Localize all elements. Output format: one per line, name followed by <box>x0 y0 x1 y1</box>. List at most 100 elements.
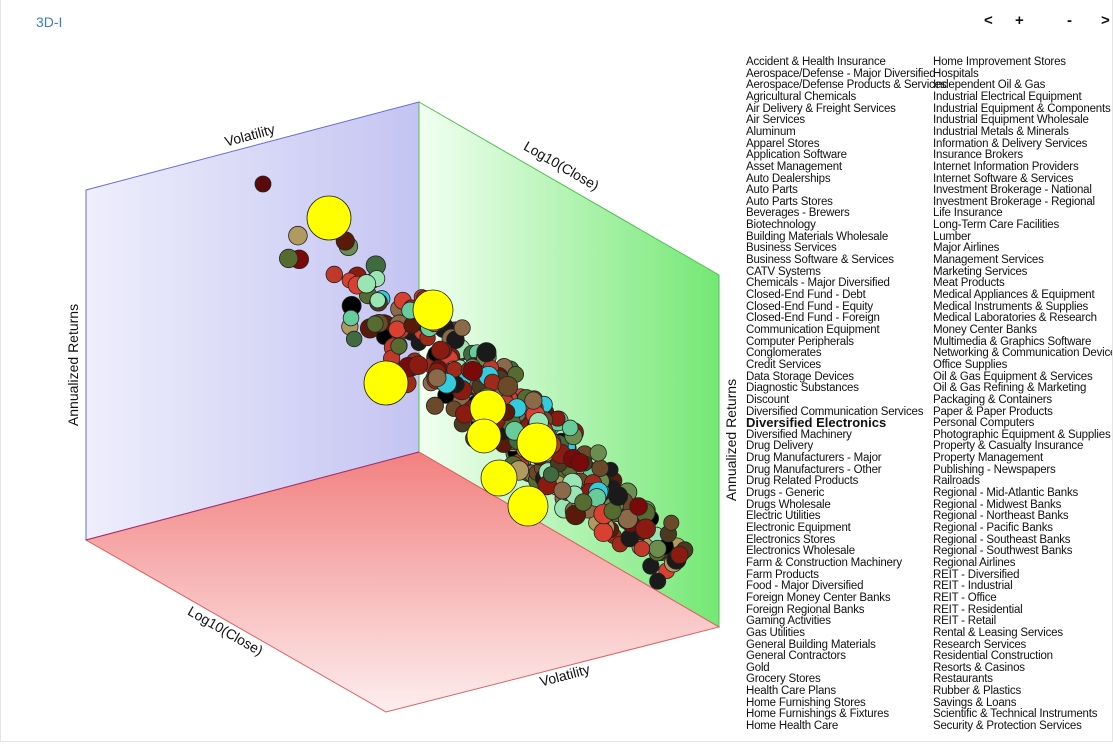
legend-item[interactable]: Regional - Pacific Banks <box>933 522 1053 534</box>
legend-item[interactable]: Electric Utilities <box>746 510 821 523</box>
legend-item[interactable]: Drug Manufacturers - Major <box>746 452 882 465</box>
legend-item[interactable]: Lumber <box>933 230 971 243</box>
legend-item[interactable]: Regional - Mid-Atlantic Banks <box>933 487 1079 500</box>
legend-item[interactable]: General Contractors <box>746 650 846 663</box>
legend-item[interactable]: Diversified Communication Services <box>746 405 924 418</box>
legend-item[interactable]: REIT - Industrial <box>933 580 1013 593</box>
legend-item[interactable]: Business Services <box>746 242 837 255</box>
legend-item[interactable]: Building Materials Wholesale <box>746 230 889 243</box>
legend-item[interactable]: Long-Term Care Facilities <box>933 219 1060 232</box>
legend-item[interactable]: Auto Parts Stores <box>746 195 833 208</box>
legend-item[interactable]: Personal Computers <box>933 417 1035 430</box>
legend-item[interactable]: Scientific & Technical Instruments <box>933 708 1098 721</box>
legend-item[interactable]: Regional - Northeast Banks <box>933 510 1069 523</box>
legend-item[interactable]: Independent Oil & Gas <box>933 79 1046 92</box>
legend-item[interactable]: Property Management <box>933 452 1043 465</box>
legend-item[interactable]: Farm & Construction Machinery <box>746 556 902 569</box>
legend-item[interactable]: Farm Products <box>746 568 819 581</box>
legend-item[interactable]: Marketing Services <box>933 265 1028 278</box>
legend-item[interactable]: Drug Delivery <box>746 440 814 453</box>
legend-item[interactable]: Closed-End Fund - Debt <box>746 289 866 301</box>
legend-item[interactable]: Home Improvement Stores <box>933 56 1066 68</box>
legend-item[interactable]: Beverages - Brewers <box>746 207 850 220</box>
legend-item[interactable]: CATV Systems <box>746 265 821 278</box>
legend-item[interactable]: Packaging & Containers <box>933 393 1052 406</box>
legend-item[interactable]: Residential Construction <box>933 650 1053 663</box>
legend-item[interactable]: Industrial Equipment & Components <box>933 102 1111 115</box>
legend-item[interactable]: Aluminum <box>746 125 796 138</box>
legend-item[interactable]: Regional - Southwest Banks <box>933 545 1073 558</box>
legend-item[interactable]: Diversified Electronics <box>746 415 887 431</box>
legend-item[interactable]: Hospitals <box>933 67 979 80</box>
legend-item[interactable]: Conglomerates <box>746 347 822 360</box>
legend-item[interactable]: Life Insurance <box>933 207 1003 220</box>
legend-item[interactable]: Drugs - Generic <box>746 487 825 500</box>
legend-item[interactable]: Closed-End Fund - Foreign <box>746 312 880 325</box>
legend-item[interactable]: Restaurants <box>933 673 993 686</box>
legend-item[interactable]: Oil & Gas Refining & Marketing <box>933 382 1087 395</box>
legend-item[interactable]: Management Services <box>933 254 1044 267</box>
legend-item[interactable]: Investment Brokerage - National <box>933 184 1092 197</box>
next-button[interactable]: > <box>1101 12 1110 29</box>
prev-button[interactable]: < <box>984 12 993 29</box>
legend-item[interactable]: Photographic Equipment & Supplies <box>933 428 1111 441</box>
legend-item[interactable]: Railroads <box>933 475 980 488</box>
legend-item[interactable]: Diagnostic Substances <box>746 382 859 395</box>
legend-item[interactable]: Grocery Stores <box>746 673 821 686</box>
legend-item[interactable]: Rubber & Plastics <box>933 685 1021 698</box>
legend-item[interactable]: Industrial Electrical Equipment <box>933 90 1082 103</box>
legend-item[interactable]: Internet Software & Services <box>933 172 1074 185</box>
legend-item[interactable]: Meat Products <box>933 277 1005 290</box>
legend-item[interactable]: Food - Major Diversified <box>746 580 864 593</box>
legend-item[interactable]: Office Supplies <box>933 358 1008 371</box>
legend-item[interactable]: Paper & Paper Products <box>933 405 1053 418</box>
legend-item[interactable]: Air Services <box>746 114 805 127</box>
legend-item[interactable]: Regional - Midwest Banks <box>933 498 1062 511</box>
legend-item[interactable]: Auto Parts <box>746 184 798 197</box>
legend-item[interactable]: Networking & Communication Devices <box>933 347 1113 360</box>
legend-item[interactable]: Health Care Plans <box>746 685 836 698</box>
legend-item[interactable]: REIT - Residential <box>933 603 1023 616</box>
legend-item[interactable]: Investment Brokerage - Regional <box>933 195 1095 208</box>
legend-item[interactable]: Data Storage Devices <box>746 370 854 383</box>
legend-item[interactable]: Air Delivery & Freight Services <box>746 102 896 115</box>
legend-item[interactable]: Foreign Money Center Banks <box>746 591 891 604</box>
legend-item[interactable]: Drug Related Products <box>746 475 859 488</box>
legend-item[interactable]: Property & Casualty Insurance <box>933 440 1084 453</box>
legend-item[interactable]: Biotechnology <box>746 219 816 232</box>
legend-item[interactable]: Research Services <box>933 638 1027 651</box>
legend-item[interactable]: Publishing - Newspapers <box>933 463 1056 476</box>
legend-item[interactable]: Savings & Loans <box>933 696 1017 709</box>
legend-item[interactable]: Money Center Banks <box>933 323 1037 336</box>
legend-item[interactable]: Gas Utilities <box>746 626 805 639</box>
legend-item[interactable]: Auto Dealerships <box>746 172 831 185</box>
legend-item[interactable]: Information & Delivery Services <box>933 137 1088 150</box>
legend-item[interactable]: Drugs Wholesale <box>746 498 831 511</box>
legend-item[interactable]: Gaming Activities <box>746 615 831 628</box>
legend-item[interactable]: Major Airlines <box>933 242 1000 255</box>
legend-item[interactable]: Multimedia & Graphics Software <box>933 335 1092 348</box>
legend-item[interactable]: Regional Airlines <box>933 556 1016 569</box>
legend-item[interactable]: Resorts & Casinos <box>933 661 1025 674</box>
legend-item[interactable]: Foreign Regional Banks <box>746 603 865 616</box>
legend-item[interactable]: Medical Laboratories & Research <box>933 312 1097 325</box>
zoom-in-button[interactable]: + <box>1015 12 1024 29</box>
legend-item[interactable]: Industrial Metals & Minerals <box>933 125 1069 138</box>
legend-item[interactable]: REIT - Diversified <box>933 568 1020 581</box>
legend-item[interactable]: Business Software & Services <box>746 254 894 267</box>
legend-item[interactable]: Agricultural Chemicals <box>746 90 856 103</box>
legend-item[interactable]: REIT - Office <box>933 591 997 604</box>
legend-item[interactable]: Communication Equipment <box>746 323 880 336</box>
legend-item[interactable]: Home Health Care <box>746 720 839 733</box>
legend-item[interactable]: Rental & Leasing Services <box>933 626 1063 639</box>
legend-item[interactable]: Medical Instruments & Supplies <box>933 300 1089 313</box>
legend-item[interactable]: Regional - Southeast Banks <box>933 533 1071 546</box>
legend-item[interactable]: Security & Protection Services <box>933 720 1082 733</box>
legend-item[interactable]: Chemicals - Major Diversified <box>746 277 890 290</box>
legend-item[interactable]: Electronics Stores <box>746 533 836 546</box>
legend-item[interactable]: Asset Management <box>746 160 842 173</box>
legend-item[interactable]: Drug Manufacturers - Other <box>746 463 882 476</box>
legend-item[interactable]: REIT - Retail <box>933 615 997 628</box>
legend-item[interactable]: Industrial Equipment Wholesale <box>933 114 1089 127</box>
legend-item[interactable]: General Building Materials <box>746 638 876 651</box>
